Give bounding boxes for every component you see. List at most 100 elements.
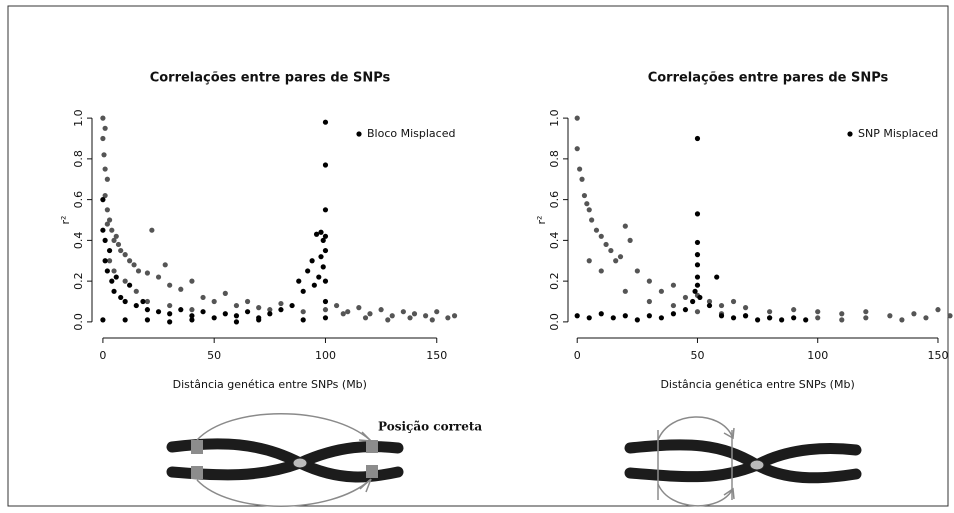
point bbox=[574, 313, 580, 319]
point bbox=[322, 315, 329, 321]
point bbox=[122, 278, 128, 284]
point bbox=[742, 305, 749, 311]
point bbox=[923, 315, 929, 321]
y-tick-label: 0.0 bbox=[72, 313, 85, 331]
point bbox=[322, 207, 329, 213]
point bbox=[189, 317, 195, 323]
point bbox=[622, 288, 628, 294]
point bbox=[106, 217, 113, 223]
x-tick-label: 0 bbox=[574, 349, 581, 362]
point bbox=[730, 298, 737, 305]
y-tick-label: 0.0 bbox=[548, 313, 561, 331]
point bbox=[692, 288, 698, 294]
point bbox=[127, 258, 133, 264]
point bbox=[144, 270, 151, 276]
point bbox=[320, 237, 326, 243]
y-tick-label: 0.8 bbox=[548, 150, 561, 168]
point bbox=[356, 305, 362, 311]
point bbox=[694, 309, 701, 315]
point bbox=[133, 302, 139, 309]
point bbox=[622, 223, 628, 229]
x-axis-label: Distância genética entre SNPs (Mb) bbox=[660, 378, 854, 391]
point bbox=[579, 176, 585, 182]
point bbox=[694, 211, 701, 217]
point bbox=[694, 282, 701, 288]
point bbox=[581, 192, 588, 199]
point bbox=[646, 278, 652, 284]
point bbox=[122, 298, 128, 305]
point bbox=[289, 302, 295, 309]
point bbox=[200, 294, 206, 301]
diagram-right bbox=[624, 416, 862, 507]
point bbox=[101, 152, 107, 158]
point bbox=[791, 315, 797, 321]
point bbox=[779, 317, 785, 323]
point bbox=[586, 207, 592, 213]
y-axis-label: r² bbox=[59, 216, 72, 225]
point bbox=[100, 317, 106, 323]
point bbox=[627, 237, 633, 243]
point bbox=[113, 233, 119, 239]
point bbox=[658, 315, 664, 321]
point bbox=[109, 227, 115, 233]
point bbox=[617, 254, 624, 260]
point bbox=[658, 288, 664, 294]
point bbox=[690, 298, 696, 305]
point bbox=[309, 258, 315, 264]
point bbox=[767, 309, 773, 315]
y-tick-label: 0.2 bbox=[72, 272, 85, 290]
point bbox=[267, 307, 273, 313]
point bbox=[144, 298, 151, 305]
point bbox=[839, 317, 845, 323]
point bbox=[445, 315, 451, 321]
point bbox=[320, 264, 326, 270]
point bbox=[584, 201, 590, 207]
point bbox=[340, 311, 346, 317]
point bbox=[106, 258, 113, 264]
point bbox=[345, 309, 351, 315]
point bbox=[104, 176, 110, 182]
point bbox=[104, 268, 110, 274]
frame bbox=[7, 5, 949, 507]
point bbox=[131, 262, 137, 268]
point bbox=[593, 227, 600, 233]
point bbox=[670, 302, 677, 309]
x-tick-label: 100 bbox=[807, 349, 828, 362]
point bbox=[256, 317, 262, 323]
point bbox=[167, 311, 173, 317]
point bbox=[322, 278, 329, 284]
point bbox=[118, 294, 124, 301]
point bbox=[367, 311, 373, 317]
point bbox=[100, 115, 106, 121]
point bbox=[189, 313, 195, 319]
point bbox=[318, 254, 324, 260]
point bbox=[598, 311, 604, 317]
point bbox=[610, 315, 616, 321]
point bbox=[791, 307, 797, 313]
point bbox=[767, 315, 773, 321]
point bbox=[863, 315, 869, 321]
point bbox=[318, 229, 324, 235]
point bbox=[155, 309, 162, 315]
point bbox=[100, 227, 106, 233]
point bbox=[189, 278, 195, 284]
point bbox=[694, 262, 701, 268]
point bbox=[100, 197, 106, 203]
point bbox=[311, 282, 317, 288]
point bbox=[682, 307, 689, 313]
point bbox=[646, 298, 652, 305]
point bbox=[233, 319, 240, 325]
point bbox=[178, 307, 184, 313]
point bbox=[122, 252, 128, 258]
point bbox=[127, 282, 133, 288]
point bbox=[622, 313, 628, 319]
point bbox=[434, 309, 440, 315]
point bbox=[267, 311, 273, 317]
x-tick-label: 150 bbox=[927, 349, 948, 362]
point bbox=[803, 317, 809, 323]
point bbox=[411, 311, 418, 317]
point bbox=[863, 309, 869, 315]
point bbox=[167, 302, 173, 309]
point bbox=[754, 317, 761, 323]
